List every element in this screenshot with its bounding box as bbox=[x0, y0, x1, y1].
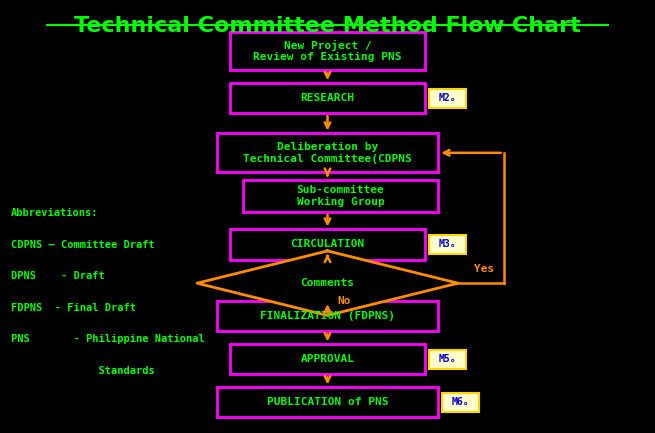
Text: FINALIZATION (FDPNS): FINALIZATION (FDPNS) bbox=[260, 311, 395, 321]
FancyBboxPatch shape bbox=[243, 180, 438, 212]
FancyBboxPatch shape bbox=[230, 32, 425, 70]
Polygon shape bbox=[197, 251, 458, 316]
Text: APPROVAL: APPROVAL bbox=[301, 354, 354, 364]
Text: No: No bbox=[337, 296, 351, 306]
FancyBboxPatch shape bbox=[230, 83, 425, 113]
FancyBboxPatch shape bbox=[217, 301, 438, 331]
FancyBboxPatch shape bbox=[428, 88, 466, 108]
Text: Sub-committee
Working Group: Sub-committee Working Group bbox=[297, 185, 384, 207]
Text: Comments: Comments bbox=[301, 278, 354, 288]
Text: M2ₒ: M2ₒ bbox=[439, 93, 457, 103]
Text: Standards: Standards bbox=[11, 365, 155, 375]
Text: M5ₒ: M5ₒ bbox=[439, 354, 457, 364]
Text: Abbreviations:: Abbreviations: bbox=[11, 209, 99, 219]
Text: FDPNS  - Final Draft: FDPNS - Final Draft bbox=[11, 303, 136, 313]
Text: CDPNS – Committee Draft: CDPNS – Committee Draft bbox=[11, 240, 155, 250]
Text: Technical Committee Method Flow Chart: Technical Committee Method Flow Chart bbox=[74, 16, 581, 36]
FancyBboxPatch shape bbox=[217, 387, 438, 417]
Text: PUBLICATION of PNS: PUBLICATION of PNS bbox=[267, 397, 388, 407]
Text: Deliberation by
Technical Committee(CDPNS: Deliberation by Technical Committee(CDPN… bbox=[243, 142, 412, 164]
Text: CIRCULATION: CIRCULATION bbox=[290, 239, 365, 249]
Text: RESEARCH: RESEARCH bbox=[301, 93, 354, 103]
FancyBboxPatch shape bbox=[441, 393, 479, 412]
Text: M3ₒ: M3ₒ bbox=[439, 239, 457, 249]
FancyBboxPatch shape bbox=[230, 344, 425, 375]
FancyBboxPatch shape bbox=[428, 350, 466, 369]
FancyBboxPatch shape bbox=[428, 235, 466, 254]
FancyBboxPatch shape bbox=[230, 229, 425, 259]
FancyBboxPatch shape bbox=[217, 133, 438, 172]
Text: New Project /
Review of Existing PNS: New Project / Review of Existing PNS bbox=[253, 39, 402, 62]
Text: PNS       - Philippine National: PNS - Philippine National bbox=[11, 334, 205, 344]
Text: M6ₒ: M6ₒ bbox=[452, 397, 470, 407]
Text: DPNS    - Draft: DPNS - Draft bbox=[11, 271, 105, 281]
Text: Yes: Yes bbox=[474, 265, 495, 275]
